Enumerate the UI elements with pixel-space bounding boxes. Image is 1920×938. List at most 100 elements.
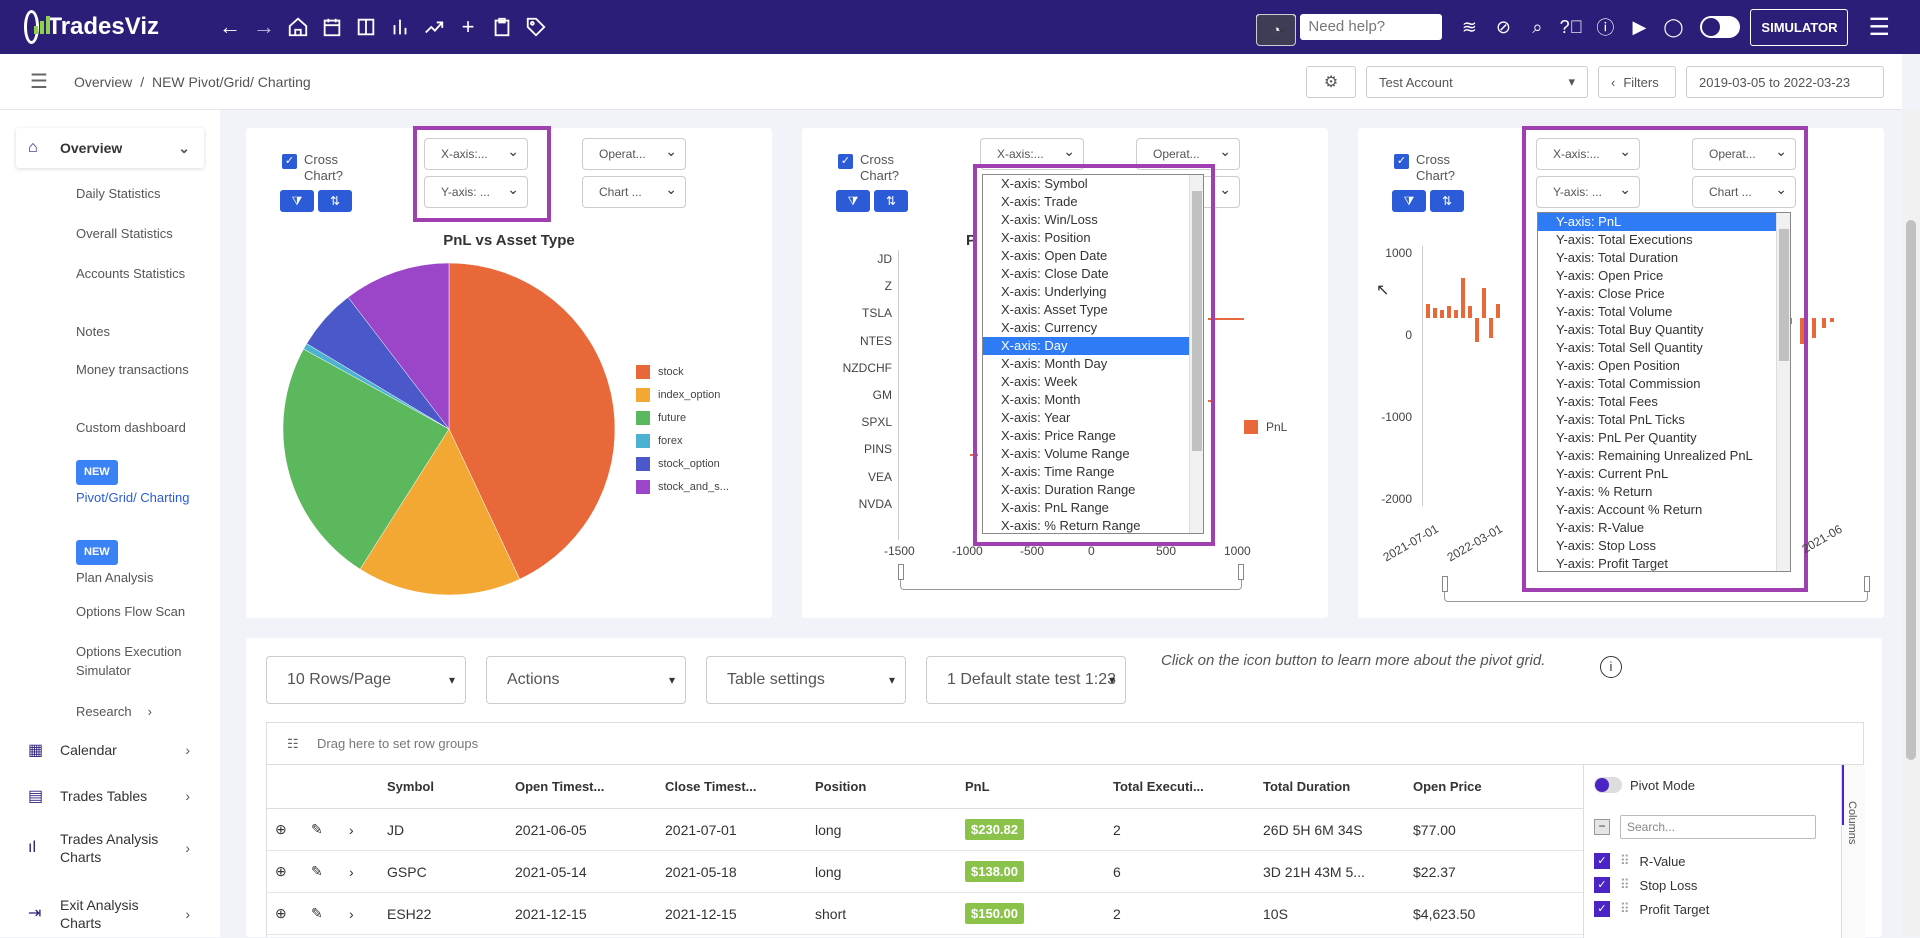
dropdown-option[interactable]: Y-axis: Total Executions (1556, 232, 1693, 247)
column-header[interactable]: Open Timest... (515, 779, 605, 794)
dropdown-option[interactable]: Y-axis: Total Volume (1556, 304, 1673, 319)
search-icon[interactable]: ⌕ (1532, 16, 1543, 37)
column-list-item[interactable]: ✓ ⠿ Profit Target (1594, 897, 1709, 921)
drag-handle-icon[interactable]: ⠿ (1620, 901, 1630, 916)
table-row[interactable]: ⊕ ✎ › JD 2021-06-05 2021-07-01 long $230.82 2 26D… (267, 809, 1583, 851)
column-header[interactable]: Symbol (387, 779, 434, 794)
dropdown-option[interactable]: Y-axis: % Return (1556, 484, 1653, 499)
legend-item[interactable]: stock_and_s... (636, 475, 729, 498)
date-range-button[interactable]: 2019-03-05 to 2022-03-23 (1686, 66, 1884, 98)
dropdown-option[interactable]: X-axis: Month Day (1001, 356, 1108, 371)
sidebar-item-calendar[interactable]: ▦ Calendar › (28, 742, 190, 759)
dropdown-scrollbar[interactable] (1189, 175, 1203, 533)
chart-type-select[interactable]: Chart ... (582, 176, 686, 208)
home-icon[interactable] (281, 10, 315, 44)
zoom-handle-right[interactable] (1864, 576, 1870, 592)
table-row[interactable]: ⊕ ✎ › ESH22 2021-12-15 2021-12-15 short $150.00… (267, 893, 1583, 935)
legend-item[interactable]: forex (636, 429, 729, 452)
pie-slice-future[interactable] (282, 348, 450, 570)
trend-icon[interactable] (417, 10, 451, 44)
crosshair-icon[interactable]: ⊕ (275, 905, 287, 921)
pivot-mode-toggle[interactable]: Pivot Mode (1594, 777, 1695, 793)
settings-sliders-button[interactable]: ⚙ (1306, 66, 1356, 98)
yaxis-select[interactable]: Y-axis: ... (1536, 176, 1640, 208)
menu-icon[interactable]: ☰ (30, 71, 48, 93)
actions-select[interactable]: Actions (486, 656, 686, 704)
legend-item[interactable]: stock (636, 360, 729, 383)
legend-item[interactable]: future (636, 406, 729, 429)
column-header[interactable]: Total Duration (1263, 779, 1351, 794)
dropdown-option[interactable]: Y-axis: Total Commission (1556, 376, 1701, 391)
sidebar-item-options-flow[interactable]: Options Flow Scan (76, 604, 186, 619)
dropdown-option[interactable]: Y-axis: R-Value (1556, 520, 1645, 535)
sidebar-item-daily-statistics[interactable]: Daily Statistics (76, 186, 161, 201)
xaxis-select[interactable]: X-axis:... (424, 138, 528, 170)
row-group-bar[interactable]: ☷ Drag here to set row groups (267, 723, 1863, 765)
info-icon[interactable]: ⓘ (1596, 18, 1615, 38)
dropdown-option[interactable]: X-axis: Week (1001, 374, 1078, 389)
dropdown-option[interactable]: Y-axis: Total Duration (1556, 250, 1679, 265)
edit-icon[interactable]: ✎ (311, 821, 323, 837)
sidebar-item-overall-statistics[interactable]: Overall Statistics (76, 226, 173, 241)
zoom-handle-left[interactable] (898, 564, 904, 580)
dropdown-option[interactable]: Y-axis: Open Position (1556, 358, 1680, 373)
dropdown-option[interactable]: Y-axis: Remaining Unrealized PnL (1556, 448, 1753, 463)
sidebar-item-trades-analysis[interactable]: ıl Trades Analysis Charts › (28, 831, 190, 865)
back-arrow-icon[interactable]: ← (219, 14, 241, 39)
dropdown-option[interactable]: Y-axis: Close Price (1556, 286, 1665, 301)
operation-select[interactable]: Operat... (1692, 138, 1796, 170)
dropdown-option[interactable]: X-axis: Currency (1001, 320, 1098, 335)
column-header[interactable]: Close Timest... (665, 779, 757, 794)
app-logo[interactable]: TradesViz (24, 10, 159, 44)
columns-tab[interactable]: Columns (1841, 765, 1865, 938)
select-all-checkbox[interactable]: − (1594, 819, 1610, 835)
filter-clear-icon[interactable]: ⧩ (836, 190, 870, 212)
sidebar-item-trades-tables[interactable]: ▤ Trades Tables › (28, 788, 190, 805)
dropdown-option[interactable]: Y-axis: Total Fees (1556, 394, 1658, 409)
checkbox[interactable]: ✓ (1594, 877, 1610, 893)
dropdown-option[interactable]: X-axis: Trade (1001, 194, 1078, 209)
sort-icon[interactable]: ⇅ (874, 190, 908, 212)
sidebar-item-plan-analysis[interactable]: NEW Plan Analysis (76, 540, 206, 587)
sidebar-item-notes[interactable]: Notes (76, 324, 110, 339)
wind-icon[interactable]: ≋ (1461, 16, 1477, 37)
crosshair-icon[interactable]: ⊕ (275, 863, 287, 879)
yaxis-dropdown-list[interactable]: Y-axis: PnL Y-axis: Total Executions Y-axi… (1537, 212, 1791, 572)
dropdown-option[interactable]: X-axis: Year (1001, 410, 1071, 425)
edit-icon[interactable]: ✎ (311, 863, 323, 879)
hamburger-icon[interactable]: ☰ (1868, 13, 1890, 41)
chat-icon[interactable]: ◯ (1663, 16, 1684, 37)
dropdown-option[interactable]: Y-axis: Total Buy Quantity (1556, 322, 1704, 337)
dropdown-option[interactable]: Y-axis: Profit Target (1556, 556, 1668, 571)
dropdown-option[interactable]: X-axis: % Return Range (1001, 518, 1141, 533)
sort-icon[interactable]: ⇅ (1430, 190, 1464, 212)
sidebar-item-overview[interactable]: ⌂ Overview ⌄ (16, 128, 204, 168)
dropdown-option[interactable]: X-axis: Asset Type (1001, 302, 1108, 317)
dropdown-option[interactable]: X-axis: Volume Range (1001, 446, 1130, 461)
dropdown-option[interactable]: X-axis: Position (1001, 230, 1091, 245)
column-header[interactable]: Total Executi... (1113, 779, 1204, 794)
xaxis-select[interactable]: X-axis:... (1536, 138, 1640, 170)
dropdown-option[interactable]: X-axis: Price Range (1001, 428, 1116, 443)
column-header[interactable]: Position (815, 779, 867, 794)
simulator-button[interactable]: SIMULATOR (1750, 8, 1849, 46)
drag-handle-icon[interactable]: ⠿ (1620, 853, 1630, 868)
zoom-slider[interactable] (1444, 580, 1868, 602)
sidebar-item-custom-dashboard[interactable]: Custom dashboard (76, 420, 186, 435)
sidebar-item-exit-analysis[interactable]: ⇥ Exit Analysis Charts › (28, 897, 190, 931)
column-header[interactable]: PnL (965, 779, 990, 794)
account-select[interactable]: Test Account ▾ (1366, 66, 1588, 98)
dropdown-option[interactable]: Y-axis: Account % Return (1556, 502, 1703, 517)
zoom-slider[interactable] (900, 568, 1242, 590)
dropdown-option[interactable]: Y-axis: Open Price (1556, 268, 1664, 283)
dropdown-option[interactable]: X-axis: Symbol (1001, 176, 1088, 191)
tag-icon[interactable] (519, 10, 553, 44)
filter-clear-icon[interactable]: ⧩ (280, 190, 314, 212)
page-scrollbar[interactable] (1902, 110, 1920, 937)
filter-clear-icon[interactable]: ⧩ (1392, 190, 1426, 212)
dropdown-option[interactable]: Y-axis: PnL Per Quantity (1556, 430, 1697, 445)
table-row[interactable]: ⊕ ✎ › GSPC 2021-05-14 2021-05-18 long $138.00 6 3… (267, 851, 1583, 893)
expand-chevron-icon[interactable]: › (349, 863, 354, 880)
expand-chevron-icon[interactable]: › (349, 905, 354, 922)
sidebar-item-pivot[interactable]: NEW Pivot/Grid/ Charting (76, 460, 206, 507)
